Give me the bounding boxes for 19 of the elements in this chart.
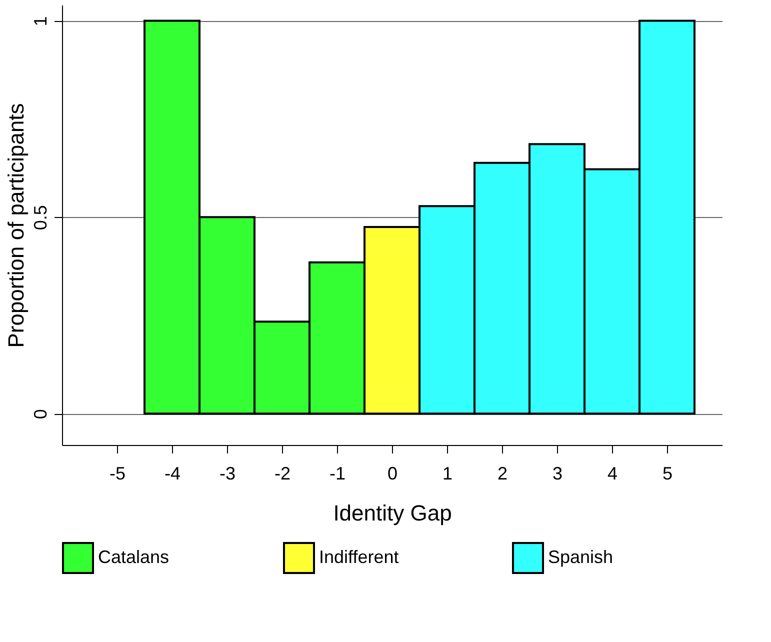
x-tick-label: -4 <box>164 464 181 484</box>
x-tick-label: -5 <box>109 464 126 484</box>
legend-label: Catalans <box>98 547 170 567</box>
x-tick-label: -1 <box>329 464 346 484</box>
y-tick-label: 1 <box>30 16 50 26</box>
y-axis-title: Proportion of participants <box>4 103 28 348</box>
x-tick-label: -3 <box>219 464 236 484</box>
x-tick-label: 2 <box>497 464 508 484</box>
x-tick-label: 5 <box>662 464 673 484</box>
legend-label: Spanish <box>548 547 614 567</box>
x-tick-label: 1 <box>442 464 453 484</box>
legend-label: Indifferent <box>319 547 399 567</box>
x-tick-label: -2 <box>274 464 291 484</box>
x-tick-label: 0 <box>387 464 398 484</box>
x-tick-label: 3 <box>552 464 563 484</box>
y-tick-label: 0.5 <box>30 205 50 230</box>
x-tick-label: 4 <box>607 464 618 484</box>
x-axis-title: Identity Gap <box>333 500 452 526</box>
y-tick-label: 0 <box>30 409 50 420</box>
